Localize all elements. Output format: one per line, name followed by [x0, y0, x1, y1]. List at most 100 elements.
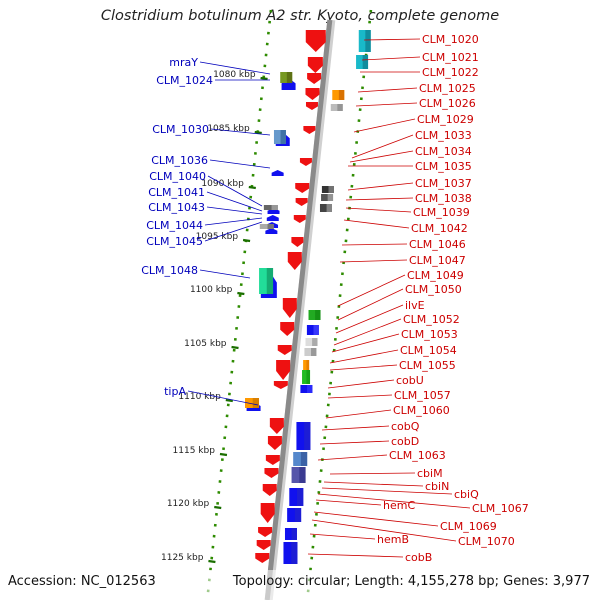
gene-block	[263, 205, 278, 210]
gene-label-leader	[187, 390, 259, 406]
gene-label-clm_1029: CLM_1029	[417, 113, 474, 126]
reverse-gene-arrow	[282, 298, 297, 318]
gene-block-shade	[312, 338, 318, 346]
gene-label-leader	[329, 364, 398, 371]
reverse-gene-arrow	[277, 345, 292, 355]
gene-label-ilve: ilvE	[405, 299, 425, 312]
gene-label-clm_1020: CLM_1020	[422, 33, 479, 46]
forward-gene-arrow	[271, 170, 284, 176]
gene-label-leader	[315, 499, 382, 506]
gene-label-leader	[335, 304, 404, 334]
gene-label-leader	[337, 288, 404, 321]
gene-block-shade	[280, 130, 286, 144]
gene-label-leader	[331, 333, 400, 353]
gene-block-shade	[328, 186, 334, 193]
gene-label-clm_1022: CLM_1022	[422, 66, 479, 79]
reverse-gene-arrow	[273, 381, 288, 389]
gene-label-cbiq: cbiQ	[454, 488, 479, 501]
reverse-gene-arrow	[262, 484, 277, 496]
reverse-gene-arrow	[307, 57, 323, 73]
gene-label-leader	[207, 175, 263, 207]
gene-block	[245, 398, 260, 408]
scale-tick-label: 1085 kbp	[207, 124, 250, 134]
reverse-gene-arrow	[280, 322, 295, 336]
gene-label-clm_1053: CLM_1053	[401, 328, 458, 341]
gene-label-hemb: hemB	[377, 533, 409, 546]
gene-block-shade	[291, 542, 298, 564]
gene-label-cobd: cobD	[391, 435, 419, 448]
gene-block-shade	[286, 72, 293, 83]
gene-label-cbin: cbiN	[425, 480, 449, 493]
gene-block-shade	[271, 205, 278, 210]
gene-block-shade	[296, 488, 304, 506]
reverse-gene-arrow	[265, 455, 280, 465]
gene-label-leader	[317, 454, 388, 461]
gene-label-leader	[355, 102, 418, 107]
gene-label-tipa: tipA	[164, 385, 186, 398]
gene-block	[308, 310, 321, 320]
gene-label-clm_1067: CLM_1067	[472, 502, 529, 515]
reverse-gene-arrow	[276, 360, 291, 380]
gene-label-clm_1039: CLM_1039	[413, 206, 470, 219]
gene-label-leader	[329, 349, 399, 364]
forward-gene-arrow	[266, 215, 279, 221]
scale-tick	[219, 452, 228, 457]
scale-tick-label: 1105 kbp	[184, 339, 227, 349]
gene-label-cobb: cobB	[405, 551, 432, 564]
gene-block	[321, 186, 334, 193]
gene-label-clm_1042: CLM_1042	[411, 222, 468, 235]
gene-label-leader	[339, 259, 408, 263]
gene-block-shade	[326, 204, 332, 212]
gene-label-leader	[351, 134, 414, 159]
gene-block-shade	[311, 348, 317, 356]
gene-label-clm_1063: CLM_1063	[389, 449, 446, 462]
gene-block	[305, 338, 318, 346]
gene-label-leader	[319, 440, 390, 445]
gene-block	[306, 325, 319, 335]
scale-tick	[237, 291, 245, 296]
gene-block-shade	[315, 310, 321, 320]
gene-label-leader	[353, 118, 416, 133]
gene-label-leader	[321, 425, 390, 431]
gene-block-shade	[365, 30, 371, 52]
gene-label-clm_1025: CLM_1025	[419, 82, 476, 95]
reverse-gene-arrow	[299, 158, 312, 166]
scale-tick-label: 1110 kbp	[178, 392, 221, 402]
gene-label-clm_1043: CLM_1043	[148, 201, 205, 214]
gene-label-clm_1052: CLM_1052	[403, 313, 460, 326]
gene-label-clm_1048: CLM_1048	[141, 264, 198, 277]
reverse-gene-arrow	[287, 252, 302, 270]
gene-block	[304, 348, 317, 356]
reverse-gene-arrow	[293, 215, 306, 223]
gene-label-clm_1037: CLM_1037	[415, 177, 472, 190]
gene-label-leader	[307, 553, 404, 558]
reverse-gene-arrow	[295, 198, 308, 206]
gene-block	[319, 204, 332, 212]
gene-block	[259, 224, 274, 229]
gene-label-clm_1026: CLM_1026	[419, 97, 476, 110]
gene-label-leader	[313, 511, 439, 527]
scale-tick	[248, 185, 256, 190]
gene-label-leader	[341, 243, 408, 246]
gene-block-shade	[338, 90, 345, 100]
scale-tick-label: 1120 kbp	[167, 499, 210, 509]
gene-label-leader	[323, 481, 424, 487]
scale-tick	[254, 130, 262, 135]
gene-label-leader	[204, 217, 263, 226]
reverse-gene-arrow	[264, 468, 279, 478]
gene-label-clm_1021: CLM_1021	[422, 51, 479, 64]
gene-label-clm_1033: CLM_1033	[415, 129, 472, 142]
gene-label-clm_1049: CLM_1049	[407, 269, 464, 282]
gene-block-shade	[266, 268, 274, 294]
gene-label-leader	[325, 409, 392, 419]
scale-tick	[208, 559, 216, 564]
gene-label-leader	[317, 493, 471, 509]
gene-label-leader	[333, 318, 402, 346]
gene-label-clm_1045: CLM_1045	[146, 235, 203, 248]
scale-tick	[242, 238, 251, 243]
gene-block-shade	[267, 224, 274, 229]
gene-label-leader	[327, 394, 393, 399]
gene-label-leader	[357, 87, 418, 93]
gene-label-leader	[311, 519, 457, 542]
